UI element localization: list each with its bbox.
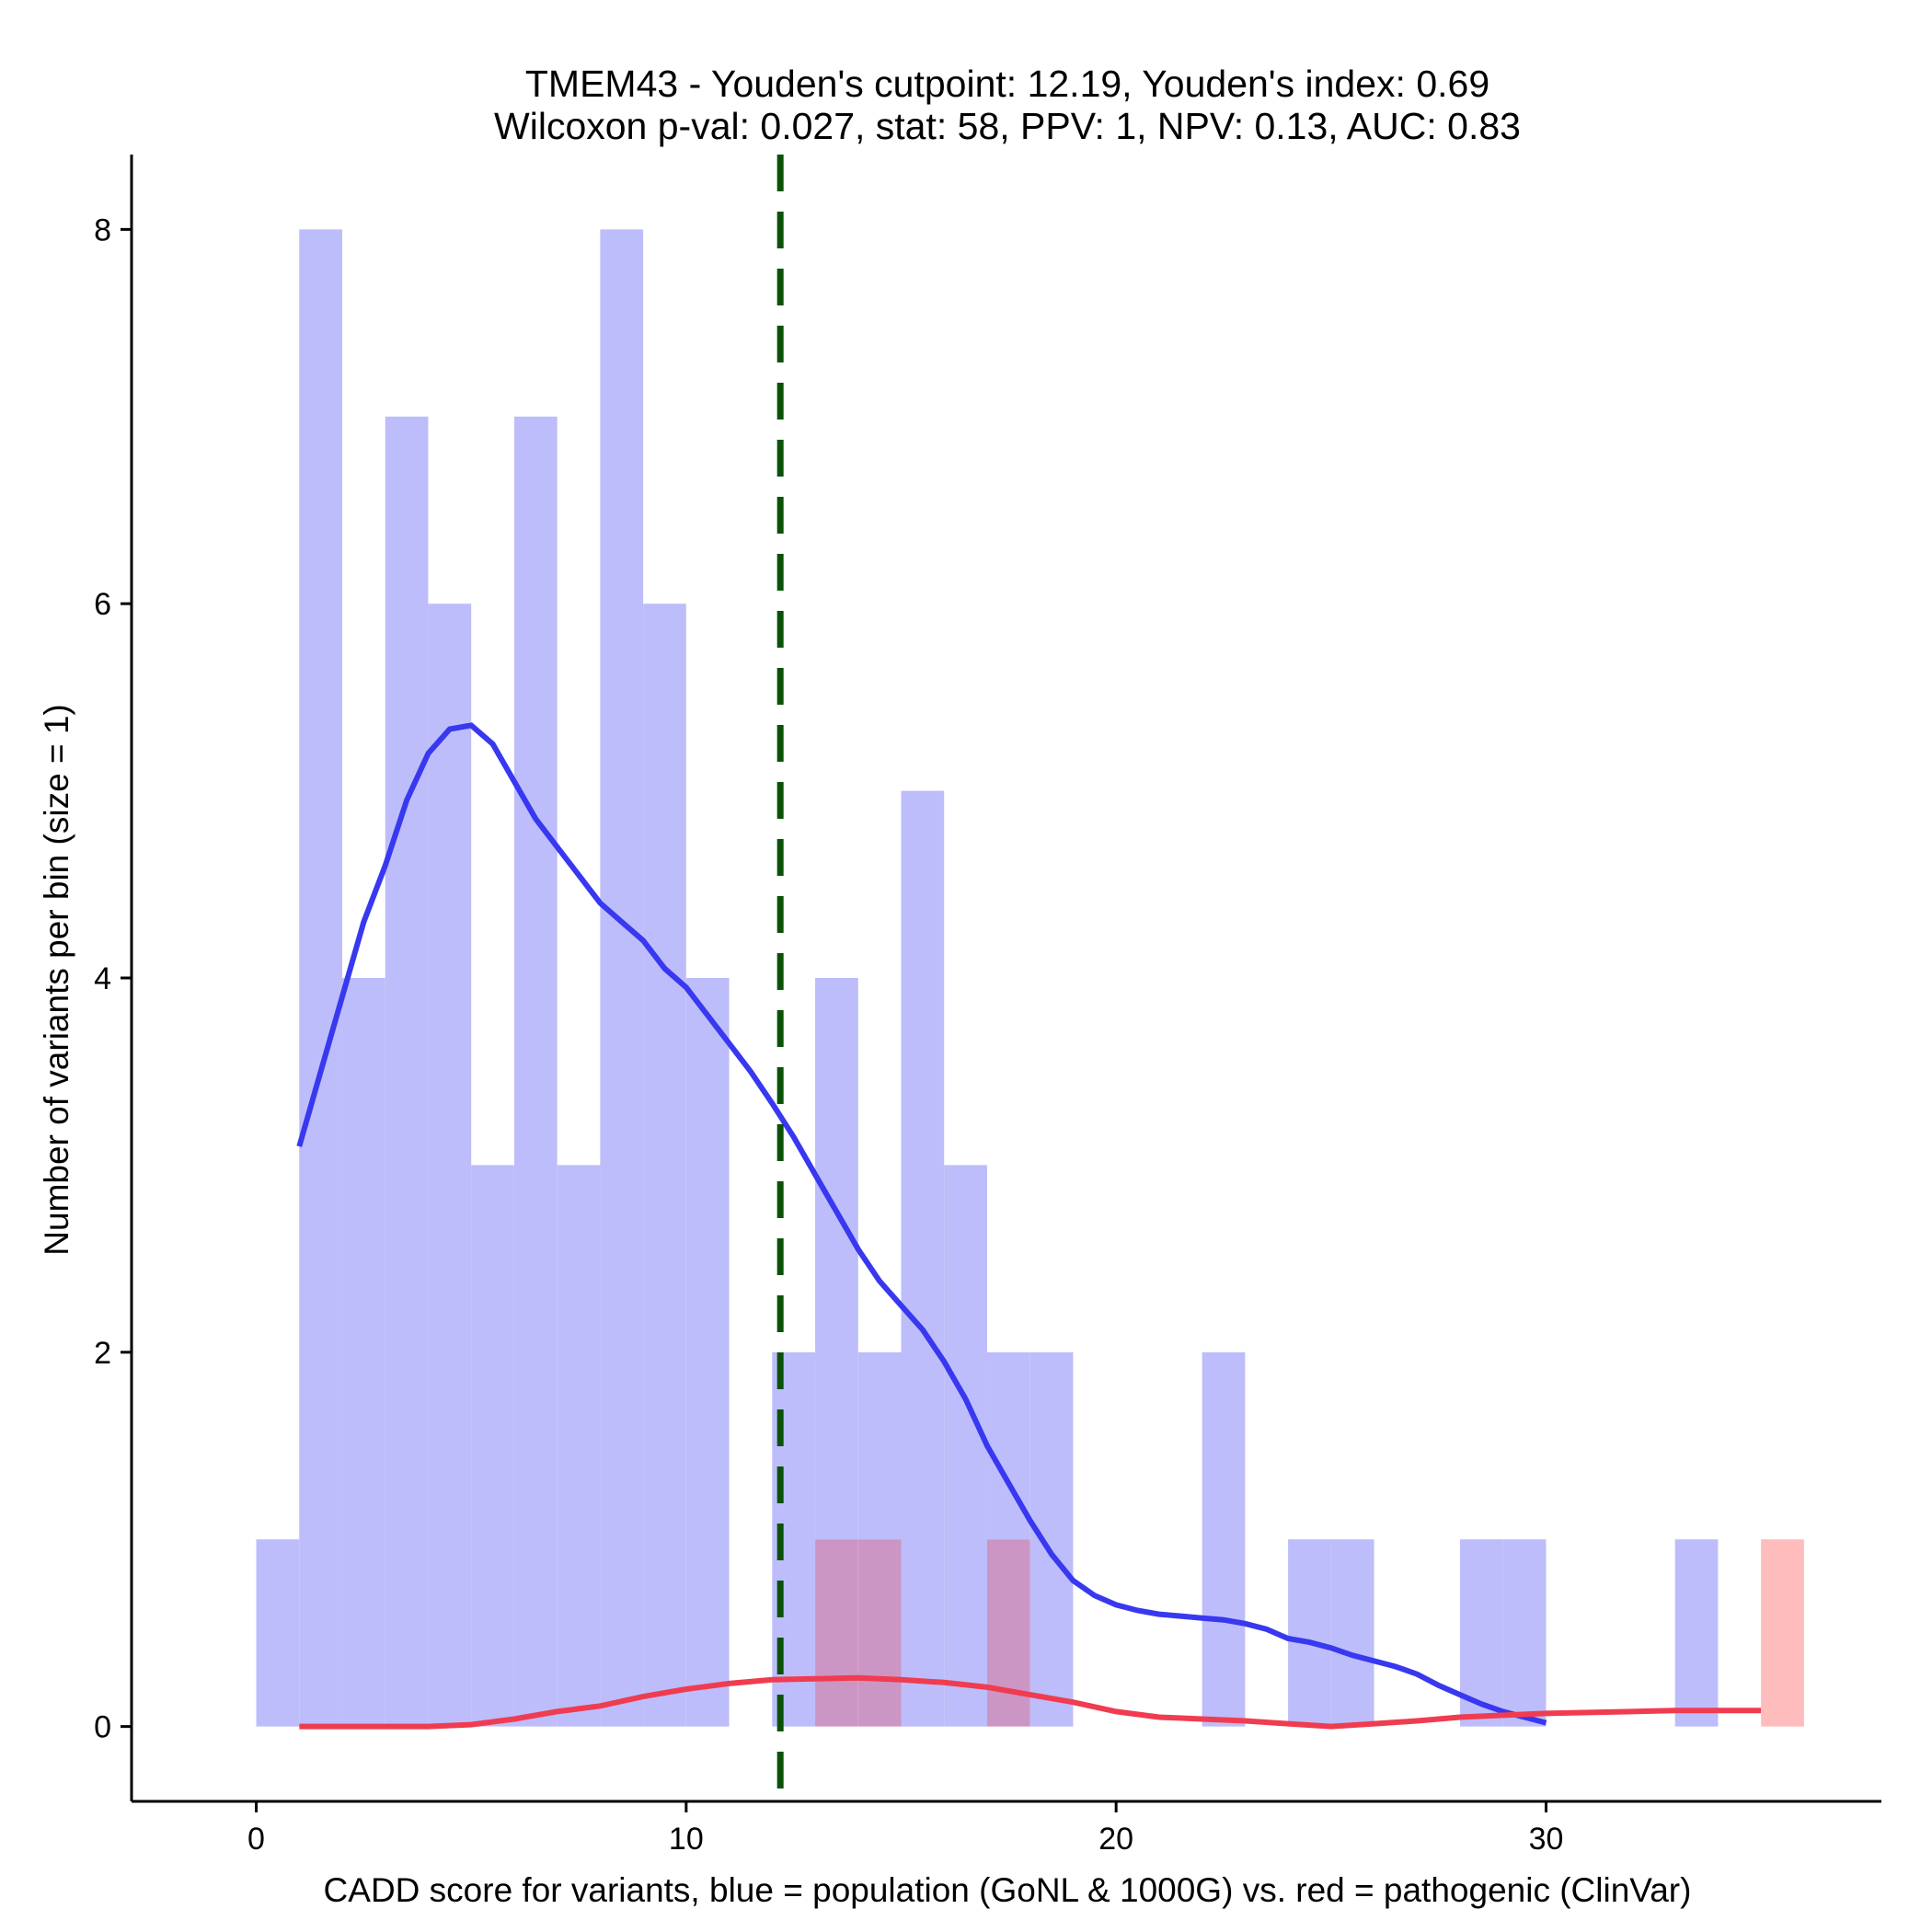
x-tick-label: 0 [247, 1822, 265, 1857]
y-tick-label: 4 [94, 961, 111, 996]
population-bar [513, 416, 558, 1727]
population-density-line [296, 722, 1547, 1726]
pathogenic-density-line [299, 1674, 1762, 1730]
population-bar [299, 229, 342, 1727]
population-bar [857, 1351, 902, 1540]
x-axis-ticks: 0 10 20 30 [247, 1801, 1563, 1857]
population-bar [1288, 1539, 1331, 1727]
pathogenic-bar [986, 1539, 1030, 1727]
pathogenic-bar [815, 1539, 858, 1727]
population-bar [643, 604, 686, 1727]
population-bar [1502, 1539, 1547, 1727]
y-tick-label: 6 [94, 587, 111, 622]
y-tick-label: 2 [94, 1336, 111, 1371]
population-bar [685, 978, 730, 1727]
population-bar [1202, 1351, 1246, 1727]
population-bar [557, 1165, 601, 1727]
x-axis-label: CADD score for variants, blue = populati… [324, 1871, 1692, 1909]
x-tick-label: 20 [1098, 1822, 1133, 1857]
x-tick-label: 30 [1529, 1822, 1564, 1857]
population-bar [385, 416, 429, 1727]
population-bar [815, 978, 858, 1540]
population-bar [944, 1165, 987, 1727]
population-bar [1674, 1539, 1719, 1727]
y-axis-label: Number of variants per bin (size = 1) [38, 704, 75, 1255]
population-bar [428, 604, 472, 1727]
x-tick-label: 10 [669, 1822, 704, 1857]
pathogenic-bar [857, 1539, 902, 1727]
population-bars [256, 229, 1719, 1727]
chart-title: TMEM43 - Youden's cutpoint: 12.19, Youde… [525, 63, 1489, 105]
population-bar [901, 790, 945, 1727]
population-bar [256, 1539, 300, 1727]
y-tick-label: 8 [94, 213, 111, 247]
y-tick-label: 0 [94, 1710, 111, 1745]
population-bar [471, 1165, 514, 1727]
y-axis-ticks: 0 2 4 6 8 [94, 213, 132, 1745]
population-bar [1029, 1351, 1074, 1727]
pathogenic-bar [1761, 1539, 1804, 1727]
pathogenic-bars [815, 1539, 1804, 1727]
population-bar [600, 229, 644, 1727]
chart-subtitle: Wilcoxon p-val: 0.027, stat: 58, PPV: 1,… [494, 105, 1521, 147]
population-bar [1330, 1539, 1374, 1727]
population-bar [341, 978, 385, 1727]
